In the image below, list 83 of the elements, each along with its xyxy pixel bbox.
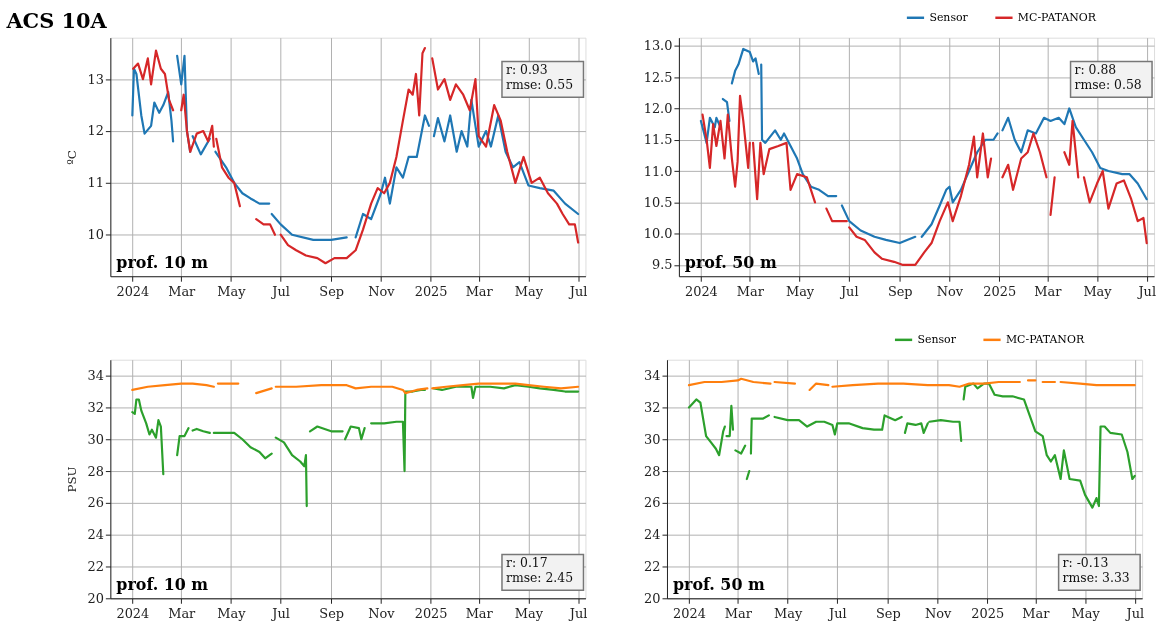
- y-tick-label: 22: [644, 558, 661, 574]
- y-tick-label: 26: [87, 495, 104, 511]
- x-tick-label: Mar: [1022, 605, 1051, 621]
- chart-title: ACS 10A: [5, 7, 108, 33]
- x-tick-label: Nov: [936, 283, 964, 299]
- y-tick-label: 24: [87, 527, 104, 543]
- y-tick-label: 11.0: [643, 163, 673, 179]
- x-tick-label: Sep: [887, 283, 913, 299]
- legend-label: MC-PATANOR: [1017, 10, 1097, 24]
- x-tick-label: 2024: [116, 605, 150, 621]
- y-axis-title: ºC: [65, 150, 80, 165]
- x-tick-label: Jul: [838, 283, 859, 299]
- x-tick-label: Mar: [465, 605, 494, 621]
- x-tick-label: May: [773, 605, 803, 621]
- x-tick-label: Sep: [319, 605, 345, 621]
- y-tick-label: 11.5: [643, 132, 673, 148]
- y-tick-label: 12.0: [643, 100, 673, 116]
- annotation: prof. 50 m: [672, 575, 765, 595]
- annotation: prof. 10 m: [116, 253, 209, 273]
- x-tick-label: Nov: [924, 605, 952, 621]
- x-tick-label: Sep: [319, 283, 345, 299]
- annotation: prof. 10 m: [116, 575, 209, 595]
- x-tick-label: 2024: [684, 283, 718, 299]
- x-tick-label: May: [1071, 605, 1101, 621]
- x-tick-label: 2024: [673, 605, 706, 621]
- legend-label: Sensor: [917, 332, 957, 346]
- x-tick-label: May: [1083, 283, 1113, 299]
- x-tick-label: 2025: [414, 605, 448, 621]
- x-tick-label: Jul: [270, 283, 290, 299]
- x-tick-label: 2025: [414, 283, 448, 299]
- y-tick-label: 11: [87, 175, 104, 191]
- x-tick-label: May: [514, 283, 544, 299]
- y-tick-label: 12.5: [643, 69, 673, 85]
- x-tick-label: Jul: [826, 605, 847, 621]
- y-tick-label: 32: [87, 399, 104, 415]
- x-tick-label: Mar: [168, 605, 197, 621]
- annotation: r: 0.17 rmse: 2.45: [505, 555, 574, 586]
- x-tick-label: Nov: [368, 605, 396, 621]
- y-tick-label: 12: [87, 123, 104, 139]
- x-tick-label: Sep: [875, 605, 901, 621]
- x-tick-label: Mar: [1034, 283, 1063, 299]
- y-tick-label: 30: [644, 431, 661, 447]
- x-tick-label: Jul: [1124, 605, 1145, 621]
- y-tick-label: 34: [87, 368, 104, 384]
- x-tick-label: May: [785, 283, 815, 299]
- y-tick-label: 32: [644, 399, 661, 415]
- y-tick-label: 20: [87, 590, 104, 606]
- y-tick-label: 34: [644, 368, 661, 384]
- y-tick-label: 28: [644, 463, 661, 479]
- y-tick-label: 20: [644, 590, 661, 606]
- x-tick-label: Jul: [1136, 283, 1157, 299]
- y-tick-label: 28: [87, 463, 104, 479]
- legend-label: MC-PATANOR: [1005, 332, 1085, 346]
- x-tick-label: May: [217, 605, 247, 621]
- y-tick-label: 10.0: [643, 226, 673, 242]
- annotation: prof. 50 m: [684, 253, 777, 273]
- x-tick-label: May: [217, 283, 247, 299]
- y-tick-label: 26: [644, 495, 661, 511]
- annotation: r: -0.13 rmse: 3.33: [1062, 555, 1130, 586]
- x-tick-label: 2025: [983, 283, 1017, 299]
- annotation: r: 0.88 rmse: 0.58: [1074, 62, 1142, 93]
- y-tick-label: 13: [87, 71, 104, 87]
- y-tick-label: 13.0: [643, 38, 673, 54]
- y-tick-label: 10.5: [643, 194, 673, 210]
- x-tick-label: Jul: [567, 605, 588, 621]
- x-tick-label: Mar: [465, 283, 494, 299]
- x-tick-label: May: [514, 605, 544, 621]
- x-tick-label: Jul: [567, 283, 588, 299]
- y-tick-label: 22: [87, 558, 104, 574]
- x-tick-label: Mar: [724, 605, 753, 621]
- x-tick-label: Mar: [736, 283, 765, 299]
- y-axis-title: PSU: [65, 466, 80, 493]
- y-tick-label: 10: [87, 227, 104, 243]
- x-tick-label: 2024: [116, 283, 150, 299]
- x-tick-label: Nov: [368, 283, 396, 299]
- x-tick-label: Mar: [168, 283, 197, 299]
- y-tick-label: 24: [644, 527, 661, 543]
- y-tick-label: 9.5: [651, 257, 673, 273]
- legend-label: Sensor: [929, 10, 969, 24]
- x-tick-label: 2025: [971, 605, 1005, 621]
- x-tick-label: Jul: [270, 605, 290, 621]
- annotation: r: 0.93 rmse: 0.55: [505, 62, 574, 93]
- y-tick-label: 30: [87, 431, 104, 447]
